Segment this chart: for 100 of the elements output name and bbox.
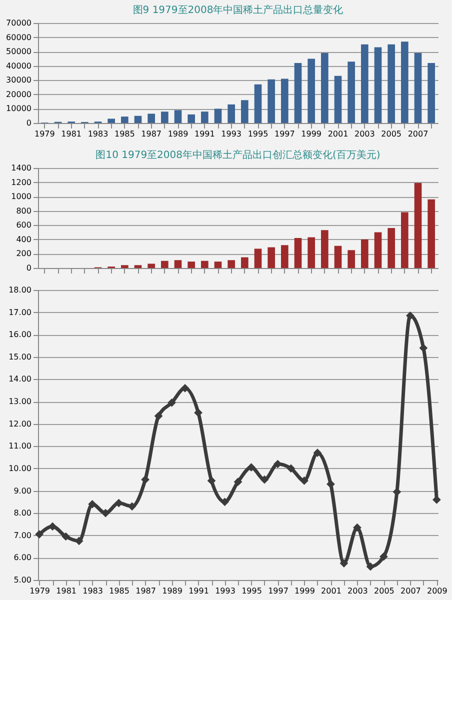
x-tick-label: 2005: [381, 130, 402, 138]
y-tick-label: 0: [26, 264, 32, 272]
y-tick-label: 200: [16, 249, 32, 258]
bar: [108, 118, 115, 123]
x-tick-label: 1997: [268, 586, 288, 596]
y-tick-label: 50000: [6, 47, 32, 56]
point: [313, 448, 322, 458]
x-tick-label: 2007: [400, 586, 421, 596]
y-tick-label: 40000: [6, 61, 32, 70]
y-tick-label: 13.00: [8, 397, 32, 406]
bar: [334, 246, 342, 268]
point: [88, 500, 96, 508]
x-tick-label: 1991: [188, 586, 209, 596]
x-tick-label: 2001: [321, 586, 342, 596]
x-tick-label: 2003: [348, 586, 368, 596]
point: [326, 480, 335, 488]
point: [380, 552, 388, 561]
bar: [428, 63, 435, 123]
bar: [294, 63, 302, 123]
x-tick-label: 1993: [215, 586, 236, 596]
bar: [254, 84, 262, 123]
bar: [321, 53, 328, 123]
point: [207, 476, 216, 485]
y-tick-label: 30000: [6, 76, 32, 85]
bar: [268, 247, 275, 268]
bar: [308, 58, 315, 123]
point: [340, 559, 348, 568]
bar: [174, 110, 182, 123]
bar: [241, 100, 248, 123]
chart-title: 图10 1979至2008年中国稀土产品出口创汇总额变化(百万美元): [96, 149, 380, 161]
point: [35, 530, 44, 538]
x-tick-label: 1989: [162, 586, 182, 596]
x-tick-label: 1999: [294, 586, 315, 596]
y-tick-label: 800: [16, 206, 32, 216]
point: [141, 475, 150, 484]
bar: [281, 78, 288, 123]
bar: [268, 79, 275, 123]
x-tick-label: 2003: [354, 130, 375, 138]
x-tick-label: 1979: [34, 130, 55, 138]
x-tick-label: 2001: [328, 130, 348, 138]
point: [247, 463, 256, 472]
y-tick-label: 1000: [11, 192, 32, 202]
point: [114, 498, 123, 508]
bar: [174, 260, 182, 268]
bar: [201, 260, 208, 268]
point: [286, 464, 296, 473]
bar: [121, 265, 128, 268]
bar: [321, 230, 328, 268]
bar: [148, 114, 155, 123]
x-tick-label: 2005: [374, 586, 394, 596]
bar: [241, 257, 248, 268]
y-tick-label: 60000: [6, 32, 32, 42]
bar: [428, 199, 435, 268]
y-tick-label: 7.00: [14, 530, 32, 540]
y-tick-label: 10.00: [8, 464, 32, 473]
y-tick-label: 12.00: [8, 419, 32, 428]
y-tick-label: 400: [16, 234, 32, 244]
bar: [161, 260, 168, 268]
x-tick-label: 1989: [168, 130, 188, 138]
x-tick-label: 1995: [242, 586, 262, 596]
bar: [228, 260, 235, 268]
y-tick-label: 8.00: [14, 508, 32, 518]
y-tick-label: 5.00: [14, 576, 32, 584]
x-tick-label: 1981: [56, 586, 76, 596]
y-tick-label: 10000: [6, 104, 32, 114]
bar: [134, 116, 142, 123]
point: [180, 384, 190, 392]
bar: [254, 248, 262, 268]
y-tick-label: 18.00: [8, 286, 32, 294]
bar: [214, 108, 222, 123]
point: [194, 408, 202, 417]
x-tick-label: 1985: [109, 586, 130, 596]
point: [300, 476, 308, 485]
bar: [374, 47, 382, 123]
y-tick-label: 20000: [6, 90, 32, 99]
bar: [361, 239, 368, 268]
x-tick-label: 1991: [194, 130, 215, 138]
x-tick-label: 1981: [61, 130, 82, 138]
x-tick-label: 1983: [82, 586, 103, 596]
bar: [294, 238, 302, 268]
point: [62, 532, 70, 541]
y-tick-label: 1400: [11, 164, 32, 172]
bar: [348, 62, 355, 123]
x-tick-label: 1985: [114, 130, 135, 138]
bar: [388, 44, 395, 123]
bar: [214, 262, 222, 268]
bar: [414, 53, 422, 123]
bar: [148, 264, 155, 268]
x-tick-label: 1987: [136, 586, 156, 596]
x-tick-label: 1987: [141, 130, 162, 138]
point: [234, 478, 242, 486]
bar: [228, 104, 235, 123]
y-tick-label: 6.00: [14, 553, 32, 562]
bar: [401, 42, 408, 123]
bar: [281, 245, 288, 268]
x-tick-label: 1979: [30, 586, 50, 596]
y-tick-label: 15.00: [8, 352, 32, 362]
y-tick-label: 1200: [11, 178, 32, 187]
bar: [161, 112, 168, 123]
point: [366, 562, 375, 571]
